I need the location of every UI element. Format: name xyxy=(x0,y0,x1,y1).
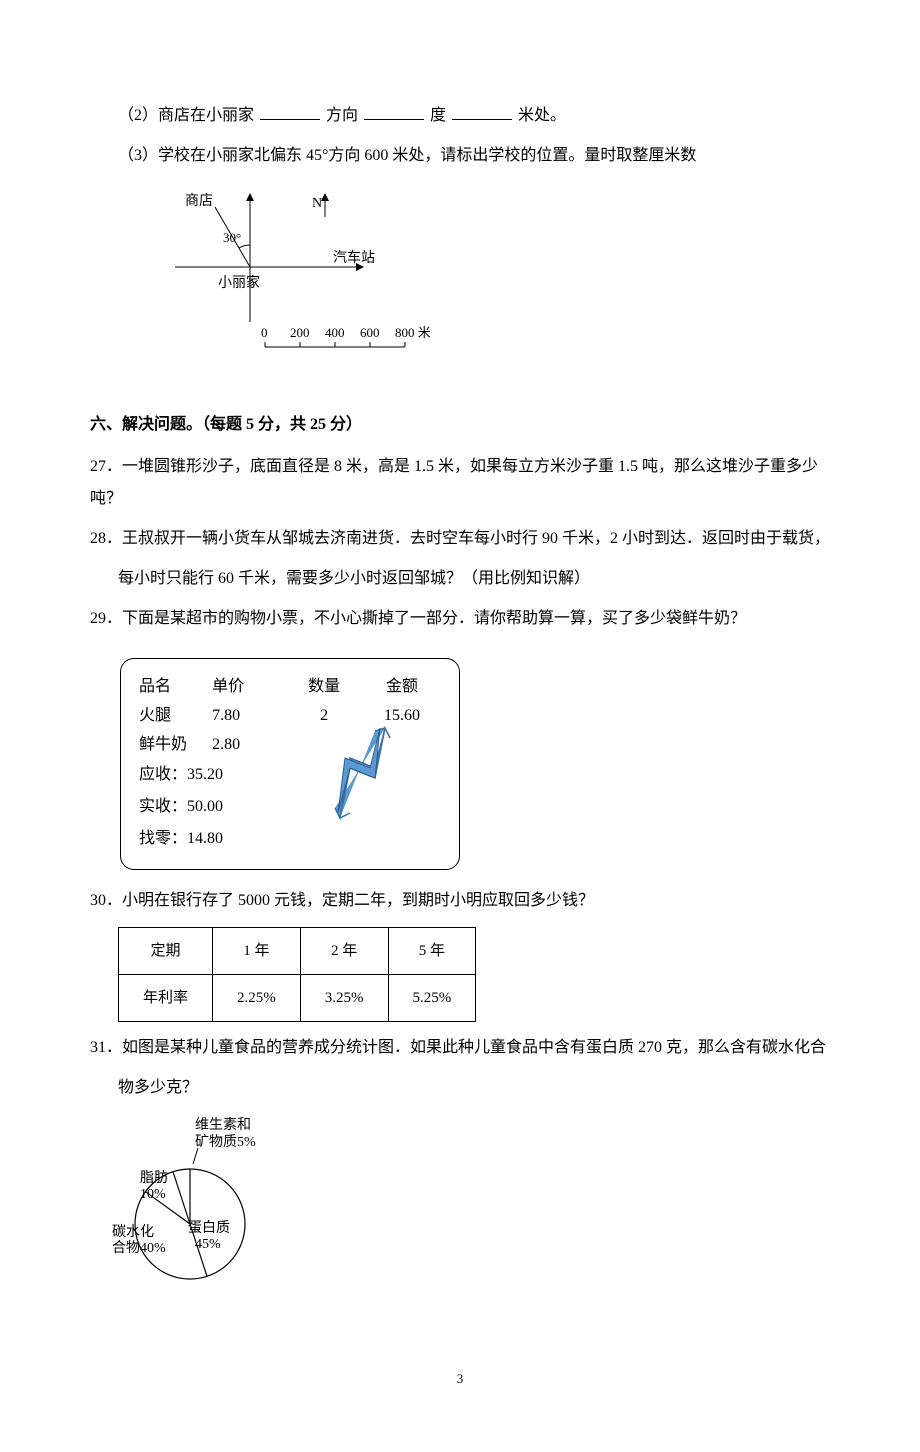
q2-prefix: （2）商店在小丽家 xyxy=(118,107,254,124)
r2c1: 鲜牛奶 xyxy=(139,731,212,760)
ruler-0: 0 xyxy=(261,325,268,340)
q2-seg1: 方向 xyxy=(326,107,358,124)
bus-label: 汽车站 xyxy=(333,249,375,266)
dt-r1c2: 1 年 xyxy=(213,928,301,975)
section-6-title: 六、解决问题。（每题 5 分，共 25 分） xyxy=(90,409,830,441)
question-27: 27．一堆圆锥形沙子，底面直径是 8 米，高是 1.5 米，如果每立方米沙子重 … xyxy=(90,451,830,515)
shop-label: 商店 xyxy=(185,193,213,209)
r2c2: 2.80 xyxy=(212,731,285,760)
q3-text: （3）学校在小丽家北偏东 45°方向 600 米处，请标出学校的位置。量时取整厘… xyxy=(118,147,696,164)
dt-r2c3: 3.25% xyxy=(300,975,388,1022)
blank-direction[interactable] xyxy=(260,104,320,120)
pie-carb-1: 碳水化 xyxy=(112,1224,154,1240)
ruler-600: 600 xyxy=(360,325,380,340)
angle-label: 30° xyxy=(223,230,241,245)
table-row: 年利率 2.25% 3.25% 5.25% xyxy=(119,975,476,1022)
pie-svg: 维生素和 矿物质5% 脂肪 10% 碳水化 合物40% 蛋白质 45% xyxy=(110,1114,290,1294)
question-2: （2）商店在小丽家 方向 度 米处。 xyxy=(90,100,830,132)
receipt-h3: 数量 xyxy=(285,673,363,702)
map-diagram: N 商店 30° 汽车站 小丽家 0 200 400 600 800 米 xyxy=(150,187,830,389)
r1c1: 火腿 xyxy=(139,702,212,731)
receipt-h1: 品名 xyxy=(139,673,212,702)
dt-r2c2: 2.25% xyxy=(213,975,301,1022)
question-29: 29．下面是某超市的购物小票，不小心撕掉了一部分．请你帮助算一算，买了多少袋鲜牛… xyxy=(90,603,830,635)
receipt-h2: 单价 xyxy=(212,673,285,702)
dt-r2c1: 年利率 xyxy=(119,975,213,1022)
pie-carb-2: 合物40% xyxy=(112,1240,166,1256)
blank-meters[interactable] xyxy=(452,104,512,120)
dt-r1c4: 5 年 xyxy=(388,928,476,975)
page-number: 3 xyxy=(90,1366,830,1392)
question-28-line1: 28．王叔叔开一辆小货车从邹城去济南进货．去时空车每小时行 90 千米，2 小时… xyxy=(90,523,830,555)
receipt-h4: 金额 xyxy=(363,673,441,702)
dt-r1c3: 2 年 xyxy=(300,928,388,975)
pie-title-2: 矿物质5% xyxy=(195,1134,256,1150)
pie-chart: 维生素和 矿物质5% 脂肪 10% 碳水化 合物40% 蛋白质 45% xyxy=(110,1114,280,1306)
question-3: （3）学校在小丽家北偏东 45°方向 600 米处，请标出学校的位置。量时取整厘… xyxy=(90,140,830,172)
table-row: 定期 1 年 2 年 5 年 xyxy=(119,928,476,975)
home-label: 小丽家 xyxy=(218,274,260,291)
receipt-header: 品名 单价 数量 金额 xyxy=(139,673,441,702)
tear-bolt-icon xyxy=(320,713,420,833)
blank-degree[interactable] xyxy=(364,104,424,120)
map-svg: N 商店 30° 汽车站 小丽家 0 200 400 600 800 米 xyxy=(150,187,450,377)
ruler-400: 400 xyxy=(325,325,345,340)
dt-r2c4: 5.25% xyxy=(388,975,476,1022)
pie-title-1: 维生素和 xyxy=(195,1117,251,1133)
question-28-line2: 每小时只能行 60 千米，需要多少小时返回邹城？（用比例知识解） xyxy=(90,563,830,595)
dt-r1c1: 定期 xyxy=(119,928,213,975)
r1c2: 7.80 xyxy=(212,702,285,731)
ruler-200: 200 xyxy=(290,325,310,340)
question-31-line1: 31．如图是某种儿童食品的营养成分统计图．如果此种儿童食品中含有蛋白质 270 … xyxy=(90,1032,830,1064)
pie-prot-2: 45% xyxy=(195,1237,221,1252)
question-30: 30．小明在银行存了 5000 元钱，定期二年，到期时小明应取回多少钱？ xyxy=(90,885,830,917)
n-label: N xyxy=(312,196,322,211)
ruler-800: 800 米 xyxy=(395,325,431,340)
pie-fat-2: 10% xyxy=(140,1187,166,1202)
pie-fat-1: 脂肪 xyxy=(140,1170,168,1186)
q2-seg2: 度 xyxy=(430,107,446,124)
question-31-line2: 物多少克？ xyxy=(90,1072,830,1104)
deposit-table: 定期 1 年 2 年 5 年 年利率 2.25% 3.25% 5.25% xyxy=(118,927,476,1022)
q2-seg3: 米处。 xyxy=(518,107,566,124)
pie-prot-1: 蛋白质 xyxy=(188,1220,230,1236)
